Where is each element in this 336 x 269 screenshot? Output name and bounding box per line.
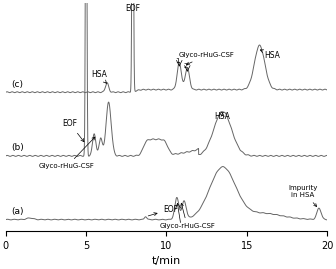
Text: (b): (b) xyxy=(11,143,24,153)
Text: Glyco-rHuG-CSF: Glyco-rHuG-CSF xyxy=(159,203,215,229)
Text: HSA: HSA xyxy=(260,50,280,60)
Text: EOF: EOF xyxy=(148,205,178,216)
Text: HSA: HSA xyxy=(91,70,107,83)
Text: (c): (c) xyxy=(11,80,24,89)
Text: (a): (a) xyxy=(11,207,24,216)
Text: EOF: EOF xyxy=(125,3,140,13)
Text: 1: 1 xyxy=(175,58,180,63)
Text: 2: 2 xyxy=(184,63,188,69)
X-axis label: t/min: t/min xyxy=(152,256,181,266)
Text: EOF: EOF xyxy=(62,119,84,142)
Text: Impurity
in HSA: Impurity in HSA xyxy=(288,185,318,207)
Text: Glyco-rHuG-CSF: Glyco-rHuG-CSF xyxy=(39,137,95,169)
Text: Glyco-rHuG-CSF: Glyco-rHuG-CSF xyxy=(179,52,235,65)
Text: HSA: HSA xyxy=(215,112,230,122)
